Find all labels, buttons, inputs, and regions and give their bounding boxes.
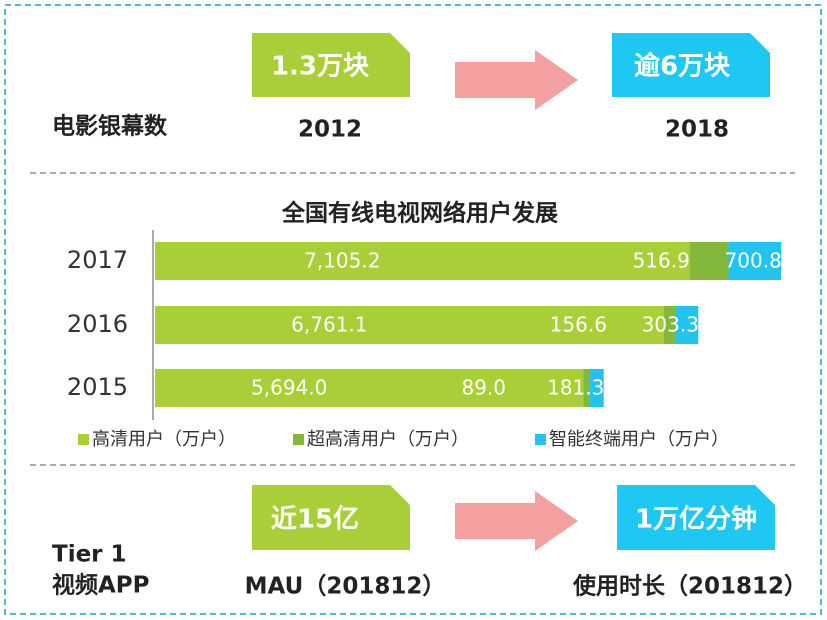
legend-swatch [78, 434, 89, 445]
badge-text: 1万亿分钟 [635, 504, 757, 535]
category-label: 2015 [67, 373, 128, 401]
legend-label: 智能终端用户（万户） [549, 429, 729, 450]
caption: 使用时长（201812） [572, 573, 807, 600]
bar-segment [663, 306, 676, 344]
data-label: 700.8 [725, 249, 782, 273]
bar-segment [689, 242, 729, 280]
legend-label: 超高清用户（万户） [307, 429, 469, 450]
section-label: 电影银幕数 [52, 113, 168, 140]
badge [617, 485, 775, 550]
legend-label: 高清用户（万户） [92, 429, 236, 450]
year: 2012 [298, 117, 362, 143]
data-label: 516.9 [633, 249, 690, 273]
badge-text: 逾6万块 [634, 51, 730, 82]
chart-title: 全国有线电视网络用户发展 [281, 200, 558, 227]
arrow [455, 50, 578, 110]
bar-segment [675, 306, 699, 344]
badge [612, 33, 770, 97]
data-label: 6,761.1 [291, 313, 367, 337]
badge [252, 33, 410, 97]
chart: 2017 7,105.2 516.9 700.8 2016 6,761.1 156.6 303… [67, 242, 782, 450]
data-label: 7,105.2 [304, 249, 380, 273]
section-label: Tier 1 [52, 542, 127, 568]
bar-segment [728, 242, 782, 280]
badge [252, 485, 410, 550]
bar-segment [155, 369, 584, 407]
caption: MAU（201812） [245, 573, 446, 600]
frame [4, 4, 822, 615]
year: 2018 [665, 117, 729, 143]
data-label: 303.3 [642, 313, 699, 337]
category-label: 2017 [67, 246, 128, 274]
data-label: 89.0 [461, 376, 506, 400]
legend-swatch [293, 434, 304, 445]
data-label: 5,694.0 [251, 376, 327, 400]
bar-segment [583, 369, 591, 407]
category-label: 2016 [67, 310, 128, 338]
bar-segment [155, 242, 690, 280]
bar-segment [590, 369, 604, 407]
badge-text: 近15亿 [271, 505, 359, 535]
badge-text: 1.3万块 [271, 52, 369, 82]
legend-swatch [535, 434, 546, 445]
data-label: 156.6 [550, 313, 607, 337]
data-label: 181.3 [547, 376, 604, 400]
arrow [455, 491, 578, 551]
section-label: 视频APP [52, 572, 150, 599]
bar-segment [155, 306, 664, 344]
